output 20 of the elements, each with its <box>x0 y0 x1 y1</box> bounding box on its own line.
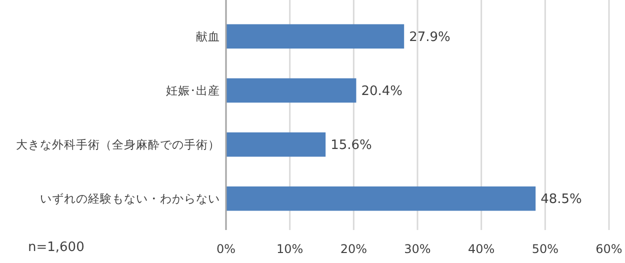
x-tick-label: 40% <box>468 242 495 256</box>
data-label: 20.4% <box>361 84 403 100</box>
x-tick-label: 60% <box>596 242 622 256</box>
x-tick-label: 50% <box>532 242 559 256</box>
y-tick-label: 大きな外科手術（全身麻酔での手術） <box>16 138 220 152</box>
bar <box>226 132 326 157</box>
bar <box>226 78 356 103</box>
data-label: 15.6% <box>330 138 372 154</box>
y-tick-label: いずれの経験もない・わからない <box>40 192 220 206</box>
y-tick-label: 妊娠･出産 <box>166 83 220 98</box>
x-tick-label: 20% <box>340 242 368 256</box>
bar <box>226 24 404 49</box>
data-label: 48.5% <box>540 192 582 208</box>
x-tick-label: 30% <box>404 242 431 256</box>
bar <box>226 186 536 211</box>
text: n=1,600 <box>28 240 84 255</box>
data-label: 27.9% <box>409 30 450 45</box>
x-tick-label: 10% <box>276 242 304 256</box>
y-tick-label: 献血 <box>196 29 220 44</box>
x-tick-label: 0% <box>216 242 236 256</box>
